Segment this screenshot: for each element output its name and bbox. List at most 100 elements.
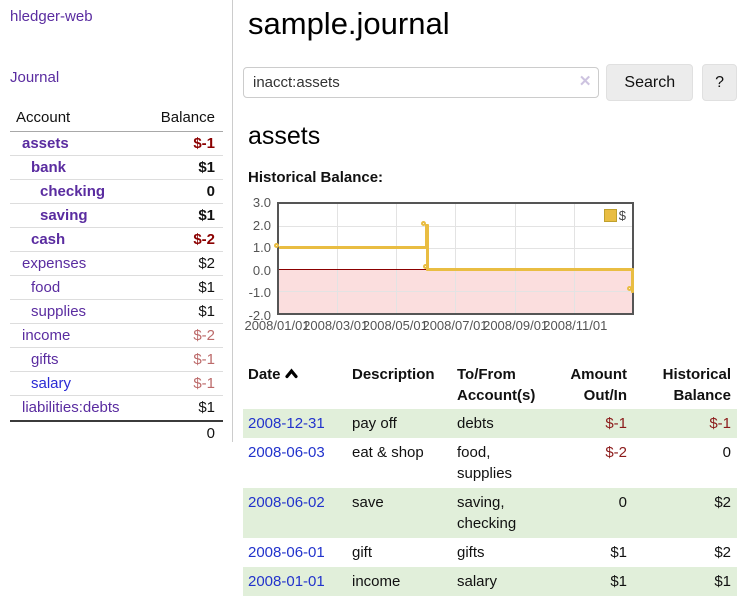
transaction-accounts: gifts: [457, 544, 485, 561]
account-row: saving $1: [10, 204, 223, 228]
transaction-balance: $-1: [633, 409, 737, 438]
transaction-date-cell: 2008-06-03: [243, 438, 347, 488]
account-link-cash[interactable]: cash: [31, 231, 66, 248]
transaction-date-cell: 2008-12-31: [243, 409, 347, 438]
y-tick-label: 1.0: [252, 240, 271, 256]
chart-legend: $: [601, 207, 628, 224]
search-input-wrap: ✕: [243, 67, 600, 98]
account-link-bank[interactable]: bank: [31, 159, 67, 176]
account-link-salary[interactable]: salary: [31, 375, 72, 392]
series-segment-h: [279, 246, 426, 250]
accounts-header: Account Balance: [10, 106, 223, 132]
account-balance: 0: [206, 183, 215, 200]
transaction-amount: $1: [610, 544, 627, 561]
account-link-income[interactable]: income: [22, 327, 71, 344]
chart-label: Historical Balance:: [248, 169, 384, 186]
register-column-header: Historical Balance: [662, 366, 731, 404]
series-segment-v: [426, 224, 430, 271]
nav-journal-link[interactable]: Journal: [10, 69, 60, 86]
transaction-description: pay off: [347, 409, 452, 438]
account-link-checking[interactable]: checking: [40, 183, 106, 200]
account-balance: $-1: [193, 135, 215, 152]
account-link-food[interactable]: food: [31, 279, 61, 296]
sidebar: hledger-web Journal Account Balance asse…: [0, 0, 233, 442]
series-segment-v: [630, 267, 634, 293]
v-gridline: [514, 204, 516, 313]
transaction-date-cell: 2008-06-01: [243, 538, 347, 567]
account-balance: $1: [198, 303, 215, 320]
transaction-accounts: debts: [452, 409, 552, 438]
transaction-date-link[interactable]: 2008-06-03: [248, 444, 325, 461]
app-brand-link[interactable]: hledger-web: [10, 8, 93, 25]
account-balance: $1: [198, 207, 215, 224]
x-tick-label: 2008/07/01: [422, 318, 488, 333]
transaction-amount: $-1: [552, 409, 633, 438]
transaction-date-link[interactable]: 2008-06-02: [248, 494, 325, 511]
transaction-balance: 0: [722, 444, 731, 461]
transaction-balance: $2: [714, 544, 731, 561]
account-row: gifts $-1: [10, 348, 223, 372]
accounts-header-balance: Balance: [160, 109, 215, 126]
transaction-balance: $2: [633, 488, 737, 538]
register-table: Date Description To/From Account(s) Amount Ou…: [243, 361, 737, 596]
transaction-row: 2008-06-02 save saving, checking 0 $2: [243, 488, 737, 538]
account-link-assets[interactable]: assets: [22, 135, 69, 152]
account-link-saving[interactable]: saving: [40, 207, 88, 224]
y-tick-label: -1.0: [248, 285, 271, 301]
v-gridline: [573, 204, 575, 313]
transaction-accounts: food, supplies: [457, 444, 513, 482]
accounts-total-row: 0: [10, 420, 223, 445]
help-button[interactable]: ?: [702, 64, 737, 101]
account-row: salary $-1: [10, 372, 223, 396]
historical-balance-chart: 3.0 2.0 1.0 0.0 -1.0 -2.0 $ 2008/01/01 2008/03…: [243, 196, 737, 337]
account-link-gifts[interactable]: gifts: [31, 351, 59, 368]
account-link-supplies[interactable]: supplies: [31, 303, 87, 320]
account-link-liabilities-debts[interactable]: liabilities:debts: [22, 399, 120, 416]
transaction-date-link[interactable]: 2008-12-31: [248, 415, 325, 432]
transaction-description: save: [347, 488, 452, 538]
transaction-accounts: saving, checking: [452, 488, 552, 538]
account-balance: $1: [198, 159, 215, 176]
transaction-date-link[interactable]: 2008-06-01: [248, 544, 325, 561]
y-tick-label: 0.0: [252, 262, 271, 278]
account-balance: $1: [198, 399, 215, 416]
search-bar: ✕ Search ?: [243, 64, 737, 101]
x-tick-label: 2008/05/01: [362, 318, 428, 333]
account-balance: $-1: [193, 375, 215, 392]
transaction-row: 2008-06-03 eat & shop food, supplies $-2 0: [243, 438, 737, 488]
account-row: checking 0: [10, 180, 223, 204]
search-input[interactable]: [243, 67, 600, 98]
x-tick-label: 2008/11/01: [543, 318, 608, 333]
page-title: sample.journal: [248, 6, 450, 41]
search-button[interactable]: Search: [606, 64, 694, 101]
transaction-date-cell: 2008-06-02: [243, 488, 347, 538]
register-table-body: 2008-12-31 pay off debts $-1 $-1 2008-06-03 ea…: [243, 409, 737, 596]
transaction-amount: $-2: [605, 444, 627, 461]
x-tick-label: 2008/01/01: [244, 318, 310, 333]
account-row: cash $-2: [10, 228, 223, 252]
account-row: liabilities:debts $1: [10, 396, 223, 420]
data-point-marker: [422, 264, 428, 270]
account-balance: $-2: [193, 231, 215, 248]
account-link-expenses[interactable]: expenses: [22, 255, 87, 272]
v-gridline: [455, 204, 457, 313]
account-balance: $1: [198, 279, 215, 296]
x-tick-label: 2008/09/01: [483, 318, 549, 333]
accounts-list: assets $-1 bank $1 checking 0 saving $1 cash $-2 e…: [10, 132, 223, 420]
chart-x-axis: 2008/01/01 2008/03/01 2008/05/01 2008/07/01…: [244, 318, 634, 336]
v-gridline: [396, 204, 398, 313]
account-row: income $-2: [10, 324, 223, 348]
main-content: sample.journal ✕ Search ? assets Histori…: [243, 0, 737, 596]
y-tick-label: 3.0: [252, 195, 271, 210]
accounts-header-account: Account: [16, 109, 71, 126]
accounts-panel: Account Balance assets $-1 bank $1 checking 0…: [10, 106, 223, 445]
account-row: expenses $2: [10, 252, 223, 276]
register-column-header[interactable]: Date: [243, 361, 347, 409]
account-balance: $2: [198, 255, 215, 272]
register-column-header: Description: [352, 366, 435, 383]
chart-plot[interactable]: $: [274, 202, 634, 315]
v-gridline: [337, 204, 339, 313]
account-row: assets $-1: [10, 132, 223, 156]
clear-search-icon[interactable]: ✕: [578, 73, 592, 90]
transaction-description: gift: [352, 544, 373, 561]
